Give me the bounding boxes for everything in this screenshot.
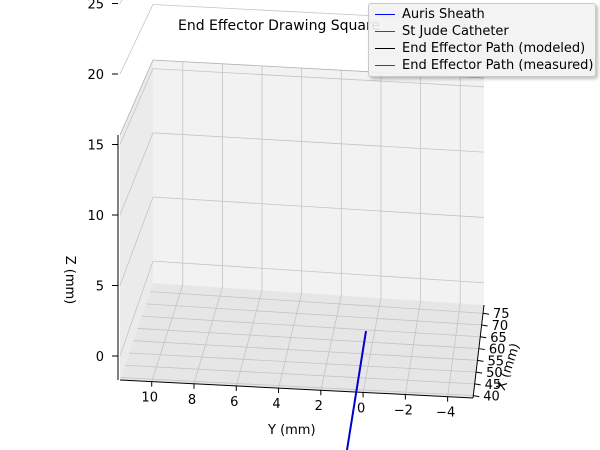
y-tick-label: −4 bbox=[436, 406, 455, 421]
legend-item: Auris Sheath bbox=[375, 6, 589, 23]
y-tick-label: 10 bbox=[141, 391, 158, 406]
grid-line-y bbox=[193, 287, 223, 384]
grid-line-y bbox=[320, 295, 342, 391]
y-axis-line bbox=[119, 379, 474, 399]
x-tick-label: 40 bbox=[483, 390, 500, 405]
grid-line-y bbox=[278, 292, 303, 389]
legend: Auris Sheath St Jude Catheter End Effector… bbox=[368, 3, 596, 77]
y-tick-label: 2 bbox=[315, 399, 323, 414]
y-tick-label: −2 bbox=[394, 404, 413, 419]
grid-line-y bbox=[362, 298, 382, 393]
x-tick-label: 75 bbox=[493, 307, 510, 322]
x-tick-label: 60 bbox=[489, 343, 506, 358]
grid-line-z bbox=[152, 132, 485, 153]
legend-swatch bbox=[375, 48, 395, 49]
grid-line-z bbox=[119, 0, 123, 4]
z-tick-label: 15 bbox=[87, 139, 104, 154]
y-tick-label: 4 bbox=[272, 397, 280, 412]
legend-item: End Effector Path (modeled) bbox=[375, 40, 589, 57]
x-tick-label: 65 bbox=[490, 331, 507, 346]
z-tick-label: 25 bbox=[87, 0, 104, 13]
grid-line-z bbox=[119, 196, 154, 286]
y-tick-label: 0 bbox=[357, 401, 365, 416]
x-tick bbox=[480, 336, 487, 339]
z-tick-label: 0 bbox=[96, 350, 104, 365]
grid-line-x bbox=[120, 377, 474, 397]
legend-item: End Effector Path (measured) bbox=[375, 57, 593, 74]
legend-label: St Jude Catheter bbox=[402, 24, 509, 39]
grid-line-z bbox=[119, 68, 154, 145]
grid-line-x bbox=[137, 328, 479, 349]
left-pane bbox=[120, 60, 153, 380]
grid-line-z bbox=[119, 4, 154, 75]
grid-line-z bbox=[152, 68, 485, 88]
z-tick-label: 20 bbox=[87, 68, 104, 83]
x-tick-label: 55 bbox=[487, 354, 504, 369]
legend-swatch bbox=[375, 31, 395, 32]
x-tick bbox=[474, 383, 481, 386]
grid-line-z bbox=[119, 132, 154, 216]
y-tick-label: 8 bbox=[188, 393, 196, 408]
grid-line-y bbox=[235, 290, 263, 387]
grid-line-y bbox=[151, 284, 184, 382]
grid-line-x bbox=[129, 352, 477, 373]
x-tick bbox=[475, 371, 483, 374]
grid-line-x bbox=[141, 315, 481, 338]
floor-pane bbox=[120, 283, 484, 398]
grid-line-x bbox=[150, 291, 484, 314]
tick-marks bbox=[112, 3, 490, 402]
legend-swatch bbox=[375, 14, 395, 15]
x-axis-line bbox=[472, 304, 485, 399]
legend-item: St Jude Catheter bbox=[375, 23, 589, 40]
legend-label: End Effector Path (modeled) bbox=[402, 41, 586, 56]
x-tick bbox=[481, 324, 488, 327]
z-tick-label: 10 bbox=[87, 209, 104, 224]
legend-swatch bbox=[375, 65, 395, 66]
grid-line-z bbox=[119, 261, 154, 357]
x-tick bbox=[473, 395, 480, 398]
y-axis-label: Y (mm) bbox=[267, 423, 316, 438]
x-tick bbox=[482, 312, 490, 315]
chart-title: End Effector Drawing Square bbox=[178, 18, 380, 34]
grid-line-x bbox=[133, 340, 478, 361]
grid-line-x bbox=[124, 364, 475, 385]
x-tick-label: 50 bbox=[486, 366, 503, 381]
series-auris-sheath-line bbox=[346, 330, 367, 450]
z-tick-label: 5 bbox=[96, 280, 104, 295]
grid-line-z bbox=[152, 260, 485, 284]
grid-line-z bbox=[152, 196, 485, 218]
legend-label: End Effector Path (measured) bbox=[402, 58, 594, 73]
x-tick-label: 70 bbox=[492, 319, 509, 334]
z-axis-label: Z (mm) bbox=[62, 256, 77, 305]
legend-label: Auris Sheath bbox=[402, 7, 485, 22]
x-tick bbox=[477, 359, 484, 362]
x-tick-label: 45 bbox=[485, 378, 502, 393]
x-tick bbox=[478, 348, 485, 351]
back-pane bbox=[153, 60, 484, 305]
grid-line-x bbox=[145, 303, 482, 326]
grid-line-y bbox=[404, 300, 421, 395]
y-tick-label: 6 bbox=[230, 395, 238, 410]
grid-line-y bbox=[447, 303, 461, 397]
